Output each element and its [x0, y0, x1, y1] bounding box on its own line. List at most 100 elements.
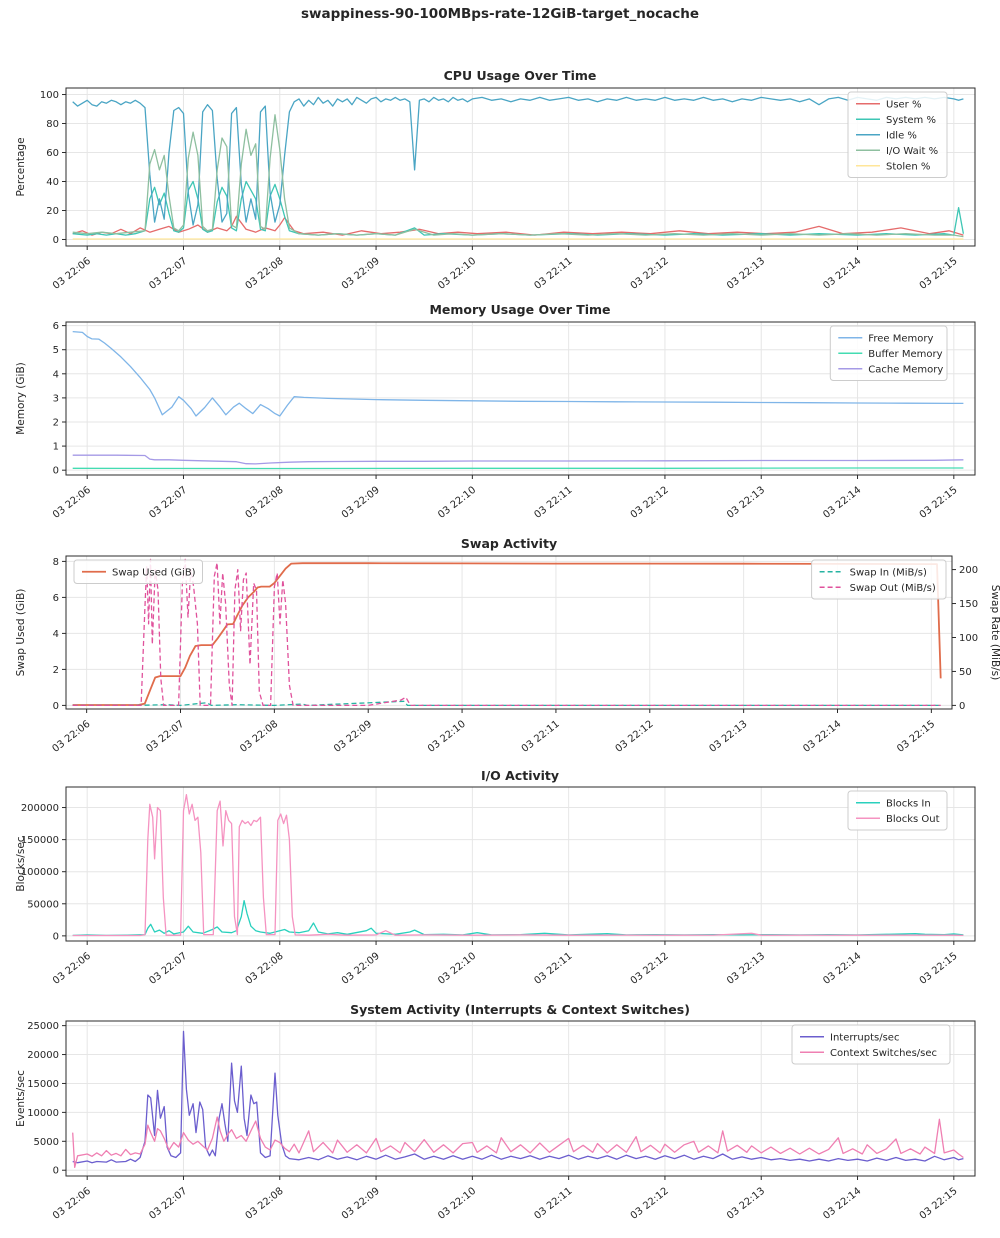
y-tick-label: 0 — [53, 466, 59, 477]
x-tick-label: 03 22:08 — [244, 951, 286, 987]
mem-series-cache-memory — [72, 454, 964, 465]
x-tick-label: 03 22:14 — [821, 1186, 863, 1222]
plot-border — [65, 1020, 976, 1177]
x-tick-label: 03 22:07 — [147, 1186, 189, 1222]
y2-tick-label: 0 — [959, 701, 965, 712]
y-tick-label: 150000 — [21, 835, 59, 846]
y2-tick-label: 150 — [959, 599, 978, 610]
legend-label-context-switches-sec: Context Switches/sec — [830, 1048, 937, 1059]
x-tick-label: 03 22:11 — [532, 1186, 574, 1222]
legend-label-blocks-in: Blocks In — [886, 798, 931, 809]
legend-box — [73, 559, 203, 584]
x-tick-label: 03 22:13 — [707, 719, 749, 755]
legend-label-blocks-out: Blocks Out — [886, 814, 940, 825]
y-tick-label: 200000 — [21, 803, 59, 814]
legend-box — [847, 790, 948, 831]
y-tick-label: 3 — [53, 393, 59, 404]
y-tick-label: 100000 — [21, 867, 59, 878]
legend-box — [829, 325, 948, 381]
x-tick-label: 03 22:10 — [436, 951, 478, 987]
legend-box — [791, 1024, 951, 1065]
x-tick-label: 03 22:15 — [895, 719, 937, 755]
x-tick-label: 03 22:13 — [725, 1186, 767, 1222]
x-tick-label: 03 22:06 — [51, 485, 93, 521]
y-tick-label: 6 — [53, 321, 59, 332]
cpu-series-user — [72, 215, 964, 236]
swap-plot: 03 22:06 03 22:07 03 22:08 03 22:09 03 22:10… — [15, 555, 1000, 755]
cpu-plot: 03 22:06 03 22:07 03 22:08 03 22:09 03 22:10… — [15, 87, 976, 292]
mem-plot: 03 22:06 03 22:07 03 22:08 03 22:09 03 22:10… — [15, 321, 976, 521]
y-tick-label: 2 — [53, 665, 59, 676]
x-tick-label: 03 22:13 — [725, 256, 767, 292]
legend-label-free-memory: Free Memory — [868, 333, 933, 344]
x-tick-label: 03 22:08 — [238, 719, 280, 755]
cpu-legend: User % System % Idle % I/O Wait % Stolen % — [847, 91, 948, 178]
x-tick-label: 03 22:08 — [244, 256, 286, 292]
x-tick-label: 03 22:14 — [821, 951, 863, 987]
x-tick-label: 03 22:12 — [629, 951, 671, 987]
y-tick-label: 15000 — [27, 1079, 59, 1090]
plot-border — [65, 321, 976, 476]
legend-label-i-o-wait: I/O Wait % — [886, 146, 938, 157]
cpu-series-idle — [72, 96, 964, 226]
y2-tick-label: 50 — [959, 667, 972, 678]
x-tick-label: 03 22:15 — [918, 951, 960, 987]
x-tick-label: 03 22:12 — [614, 719, 656, 755]
x-tick-label: 03 22:08 — [244, 485, 286, 521]
y-tick-label: 0 — [53, 701, 59, 712]
plot-border — [65, 87, 976, 247]
y2-axis-label: Swap Rate (MiB/s) — [989, 585, 1000, 680]
y-tick-label: 4 — [53, 369, 59, 380]
legend-label-swap-used-gib: Swap Used (GiB) — [112, 567, 196, 578]
x-tick-label: 03 22:09 — [340, 256, 382, 292]
legend-label-swap-in-mib-s: Swap In (MiB/s) — [850, 567, 927, 578]
sys-series-context-switches-sec — [72, 1116, 964, 1168]
x-tick-label: 03 22:07 — [147, 485, 189, 521]
x-tick-label: 03 22:10 — [426, 719, 468, 755]
y-axis-label: Swap Used (GiB) — [15, 589, 27, 677]
cpu-series-i-o-wait — [72, 114, 964, 238]
io-legend: Blocks In Blocks Out — [847, 790, 948, 831]
y-tick-label: 1 — [53, 442, 59, 453]
x-tick-label: 03 22:06 — [51, 1186, 93, 1222]
io-series-blocks-out — [72, 794, 964, 937]
mem-legend: Free Memory Buffer Memory Cache Memory — [829, 325, 948, 381]
cpu-chart-title: CPU Usage Over Time — [443, 68, 597, 83]
y-tick-label: 0 — [53, 235, 59, 246]
y-tick-label: 50000 — [27, 899, 59, 910]
x-tick-label: 03 22:09 — [340, 1186, 382, 1222]
swap-legend: Swap Used (GiB) — [73, 559, 203, 584]
x-tick-label: 03 22:11 — [532, 256, 574, 292]
sys-plot: 03 22:06 03 22:07 03 22:08 03 22:09 03 22:10… — [15, 1020, 976, 1222]
x-tick-label: 03 22:12 — [629, 256, 671, 292]
x-tick-label: 03 22:07 — [144, 719, 186, 755]
y-tick-label: 6 — [53, 593, 59, 604]
y-tick-label: 20000 — [27, 1050, 59, 1061]
sys-series-interrupts-sec — [72, 1030, 964, 1164]
y2-tick-label: 200 — [959, 565, 978, 576]
x-tick-label: 03 22:09 — [340, 951, 382, 987]
y-tick-label: 40 — [46, 177, 59, 188]
x-tick-label: 03 22:10 — [436, 256, 478, 292]
x-tick-label: 03 22:11 — [520, 719, 562, 755]
plot-border — [65, 555, 953, 710]
x-tick-label: 03 22:10 — [436, 485, 478, 521]
x-tick-label: 03 22:07 — [147, 256, 189, 292]
plot-border — [65, 786, 976, 942]
y-tick-label: 100 — [40, 90, 59, 101]
y-axis-label: Blocks/sec — [15, 836, 27, 891]
legend-label-interrupts-sec: Interrupts/sec — [830, 1032, 899, 1043]
x-tick-label: 03 22:14 — [821, 256, 863, 292]
y-tick-label: 0 — [53, 1166, 59, 1177]
x-tick-label: 03 22:13 — [725, 951, 767, 987]
legend-box — [847, 91, 948, 178]
y-tick-label: 5000 — [34, 1137, 59, 1148]
legend-label-swap-out-mib-s: Swap Out (MiB/s) — [850, 583, 936, 594]
x-tick-label: 03 22:06 — [51, 256, 93, 292]
swap-legend: Swap In (MiB/s) Swap Out (MiB/s) — [811, 559, 947, 600]
mem-series-free-memory — [72, 330, 964, 417]
x-tick-label: 03 22:10 — [436, 1186, 478, 1222]
y-axis-label: Memory (GiB) — [15, 362, 27, 435]
io-plot: 03 22:06 03 22:07 03 22:08 03 22:09 03 22:10… — [15, 786, 976, 987]
y-tick-label: 5 — [53, 345, 59, 356]
